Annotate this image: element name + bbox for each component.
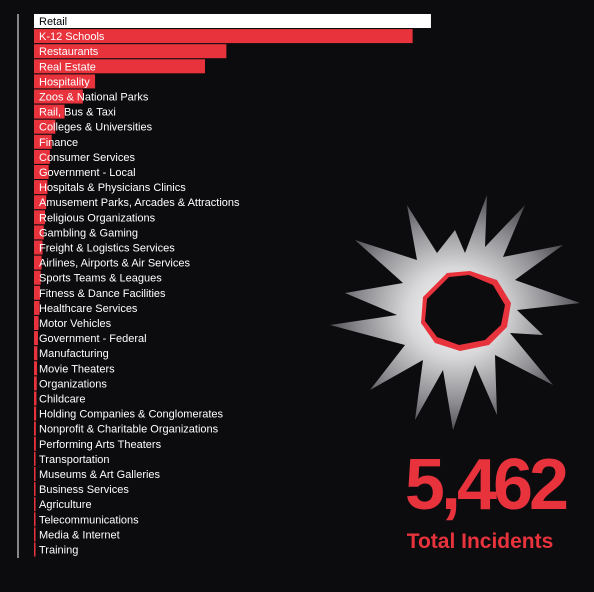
category-label-28: Performing Arts Theaters bbox=[39, 439, 162, 451]
bar-9 bbox=[34, 149, 50, 164]
category-label-35: Training bbox=[39, 545, 78, 557]
bar-34 bbox=[34, 527, 36, 542]
bar-30 bbox=[34, 467, 36, 481]
bar-11 bbox=[34, 180, 48, 195]
category-label-32: Agriculture bbox=[39, 499, 92, 511]
bar-0 bbox=[34, 14, 431, 28]
category-label-16: Airlines, Airports & Air Services bbox=[39, 258, 190, 270]
category-label-30: Museums & Art Galleries bbox=[39, 469, 161, 481]
bar-7 bbox=[34, 119, 56, 134]
bar-10 bbox=[34, 165, 49, 179]
category-label-22: Manufacturing bbox=[39, 348, 109, 360]
bar-32 bbox=[34, 497, 36, 512]
category-label-20: Motor Vehicles bbox=[39, 318, 112, 330]
bar-31 bbox=[34, 482, 36, 497]
category-label-4: Hospitality bbox=[39, 76, 90, 88]
bar-29 bbox=[34, 451, 36, 466]
category-label-17: Sports Teams & Leagues bbox=[39, 273, 162, 285]
bar-1 bbox=[34, 29, 413, 44]
total-incidents-label: Total Incidents bbox=[406, 530, 554, 553]
category-label-15: Freight & Logistics Services bbox=[39, 243, 175, 255]
category-label-3: Real Estate bbox=[39, 61, 96, 73]
bullet-hole-icon bbox=[330, 195, 580, 430]
bar-26 bbox=[34, 406, 37, 421]
category-label-9: Consumer Services bbox=[39, 152, 135, 164]
category-label-8: Finance bbox=[39, 137, 78, 149]
category-label-23: Movie Theaters bbox=[39, 363, 115, 375]
category-label-12: Amusement Parks, Arcades & Attractions bbox=[39, 197, 240, 209]
bar-28 bbox=[34, 436, 36, 451]
category-label-24: Organizations bbox=[39, 378, 107, 390]
category-label-19: Healthcare Services bbox=[39, 303, 138, 315]
bar-25 bbox=[34, 391, 37, 406]
bar-27 bbox=[34, 421, 36, 436]
bar-18 bbox=[34, 285, 41, 300]
category-label-10: Government - Local bbox=[39, 167, 136, 179]
category-label-6: Rail, Bus & Taxi bbox=[39, 107, 116, 119]
bar-23 bbox=[34, 361, 38, 376]
category-label-21: Government - Federal bbox=[39, 333, 147, 345]
category-label-31: Business Services bbox=[39, 484, 129, 496]
bar-6 bbox=[34, 104, 65, 119]
category-label-14: Gambling & Gaming bbox=[39, 227, 138, 239]
bar-19 bbox=[34, 300, 40, 315]
bar-14 bbox=[34, 225, 44, 240]
category-label-0: Retail bbox=[39, 16, 67, 28]
category-label-27: Nonprofit & Charitable Organizations bbox=[39, 424, 219, 436]
category-label-26: Holding Companies & Conglomerates bbox=[39, 409, 224, 421]
bar-3 bbox=[34, 59, 205, 74]
bar-8 bbox=[34, 134, 52, 149]
bar-17 bbox=[34, 270, 41, 285]
category-label-34: Media & Internet bbox=[39, 529, 120, 541]
bar-12 bbox=[34, 195, 47, 210]
bar-4 bbox=[34, 74, 96, 89]
bar-15 bbox=[34, 240, 43, 255]
bar-5 bbox=[34, 89, 83, 104]
bar-20 bbox=[34, 316, 39, 330]
hole-center bbox=[425, 275, 505, 345]
category-label-33: Telecommunications bbox=[39, 514, 139, 526]
bar-21 bbox=[34, 331, 38, 346]
category-label-7: Colleges & Universities bbox=[39, 122, 153, 134]
bar-35 bbox=[34, 542, 36, 557]
category-label-25: Childcare bbox=[39, 394, 85, 406]
category-label-11: Hospitals & Physicians Clinics bbox=[39, 182, 186, 194]
category-label-13: Religious Organizations bbox=[39, 212, 156, 224]
category-label-2: Restaurants bbox=[39, 46, 99, 58]
bar-24 bbox=[34, 376, 37, 391]
category-label-5: Zoos & National Parks bbox=[39, 92, 149, 104]
bar-2 bbox=[34, 44, 227, 59]
category-label-18: Fitness & Dance Facilities bbox=[39, 288, 166, 300]
bar-22 bbox=[34, 346, 38, 361]
category-label-1: K-12 Schools bbox=[39, 31, 105, 43]
bar-33 bbox=[34, 512, 36, 527]
category-label-29: Transportation bbox=[39, 454, 110, 466]
bar-16 bbox=[34, 255, 42, 270]
bar-13 bbox=[34, 210, 45, 225]
total-incidents-value: 5,462 bbox=[404, 445, 569, 525]
